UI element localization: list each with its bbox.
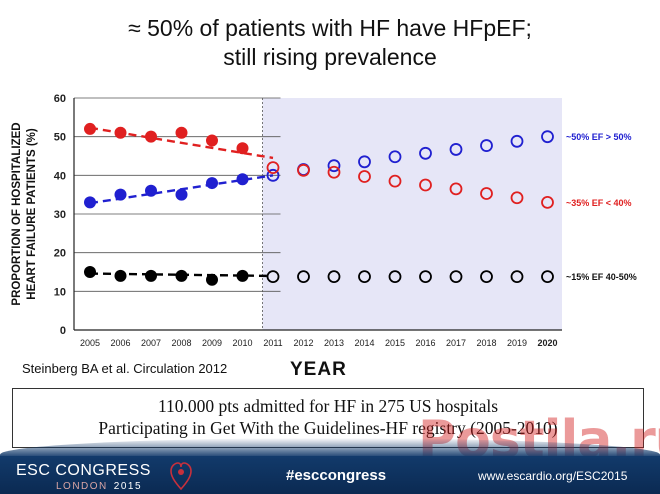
x-tick-label: 2007: [141, 338, 161, 348]
y-tick-label: 20: [54, 248, 66, 260]
x-axis-label: YEAR: [290, 359, 347, 380]
series-label-ef_gt_50: ~50% EF > 50%: [566, 132, 632, 142]
y-axis-label-line-2: HEART FAILURE PATIENTS (%): [26, 128, 38, 300]
y-tick-label: 30: [54, 209, 66, 221]
hashtag: #esccongress: [286, 467, 387, 484]
congress-location: LONDON 2015: [56, 481, 142, 492]
projected-point-ef_40_50: [510, 270, 524, 284]
esc-heart-logo-icon: [170, 462, 192, 491]
slide-title: ≈ 50% of patients with HF have HFpEF; st…: [0, 14, 660, 72]
x-tick-label: 2017: [446, 338, 466, 348]
footer-bar: ESC CONGRESS LONDON 2015 #esccongress www…: [0, 438, 660, 494]
projected-point-ef_gt_50: [266, 168, 280, 182]
observed-point-ef_40_50: [84, 266, 96, 278]
x-tick-label: 2011: [263, 338, 282, 348]
observed-point-ef_gt_50: [175, 188, 188, 201]
x-tick-label: 2018: [476, 338, 496, 348]
esc-congress-brand: ESC CONGRESS: [16, 462, 151, 479]
projected-point-ef_40_50: [449, 270, 463, 284]
title-line-1: ≈ 50% of patients with HF have HFpEF;: [128, 15, 532, 41]
projected-point-ef_40_50: [358, 270, 371, 284]
citation: Steinberg BA et al. Circulation 2012: [22, 361, 228, 376]
projected-point-ef_gt_50: [480, 139, 493, 152]
observed-point-ef_lt_40: [114, 126, 127, 139]
projected-point-ef_40_50: [388, 270, 402, 284]
projected-point-ef_40_50: [480, 270, 493, 284]
observed-point-ef_gt_50: [206, 177, 218, 190]
observed-point-ef_lt_40: [84, 122, 96, 135]
x-tick-label: 2016: [415, 338, 435, 348]
projected-point-ef_lt_40: [266, 161, 280, 174]
series-label-ef_lt_40: ~35% EF < 40%: [566, 198, 632, 208]
projected-point-ef_40_50: [327, 270, 341, 284]
projected-point-ef_gt_50: [327, 159, 341, 173]
projected-point-ef_lt_40: [358, 170, 371, 183]
y-tick-label: 40: [54, 170, 66, 182]
projected-point-ef_lt_40: [541, 196, 554, 209]
observed-point-ef_lt_40: [145, 130, 157, 143]
observed-point-ef_gt_50: [84, 196, 96, 209]
x-tick-label: 2008: [171, 338, 191, 348]
projected-point-ef_lt_40: [480, 187, 493, 200]
projected-point-ef_gt_50: [358, 155, 371, 169]
hf-prevalence-chart: 0 10 20 30 40 50 60 2005 2006 2007 2008 2009 2010 201…: [11, 93, 637, 348]
projection-region: [262, 98, 562, 330]
x-tick-label: 2020: [537, 338, 557, 348]
observed-point-ef_40_50: [236, 269, 249, 282]
projected-point-ef_gt_50: [419, 146, 432, 160]
observed-point-ef_40_50: [175, 269, 188, 282]
info-line-2: Participating in Get With the Guidelines…: [98, 418, 558, 438]
projected-point-ef_lt_40: [510, 191, 524, 205]
y-tick-label: 10: [54, 286, 66, 298]
projected-point-ef_gt_50: [388, 150, 402, 164]
y-tick-label: 0: [60, 325, 66, 337]
x-tick-label: 2005: [80, 338, 100, 348]
projected-point-ef_40_50: [541, 270, 554, 284]
projected-point-ef_gt_50: [541, 130, 554, 144]
congress-year: 2015: [113, 481, 143, 492]
x-tick-label: 2014: [354, 338, 374, 348]
projected-point-ef_40_50: [297, 270, 310, 284]
y-axis-label-line-1: PROPORTION OF HOSPITALIZED: [11, 122, 23, 305]
projected-point-ef_lt_40: [449, 182, 463, 196]
projected-point-ef_lt_40: [327, 165, 341, 179]
observed-point-ef_gt_50: [145, 184, 157, 197]
projected-point-ef_gt_50: [449, 143, 463, 156]
x-tick-label: 2015: [385, 338, 405, 348]
x-tick-label: 2019: [507, 338, 527, 348]
x-tick-label: 2009: [202, 338, 222, 348]
observed-point-ef_gt_50: [236, 173, 249, 186]
info-line-1: 110.000 pts admitted for HF in 275 US ho…: [157, 396, 499, 416]
series-label-ef_40_50: ~15% EF 40-50%: [566, 272, 637, 282]
observed-point-ef_40_50: [145, 269, 157, 282]
observed-point-ef_40_50: [206, 273, 218, 286]
x-tick-label: 2013: [324, 338, 344, 348]
observed-point-ef_40_50: [114, 269, 127, 282]
projected-point-ef_40_50: [419, 270, 432, 284]
y-tick-label: 60: [54, 93, 66, 105]
location-text: LONDON: [56, 481, 108, 492]
projected-point-ef_lt_40: [297, 163, 310, 177]
projected-point-ef_lt_40: [419, 178, 432, 192]
footer-url[interactable]: www.escardio.org/ESC2015: [478, 469, 628, 483]
x-tick-label: 2012: [293, 338, 313, 348]
y-tick-label: 50: [54, 132, 66, 144]
projected-point-ef_lt_40: [388, 174, 402, 188]
observed-point-ef_lt_40: [236, 142, 249, 155]
x-tick-label: 2010: [232, 338, 252, 348]
x-tick-label: 2006: [110, 338, 130, 348]
title-line-2: still rising prevalence: [223, 44, 437, 70]
projected-point-ef_gt_50: [510, 134, 524, 148]
observed-point-ef_lt_40: [206, 134, 218, 147]
projected-point-ef_40_50: [266, 270, 280, 284]
observed-point-ef_gt_50: [114, 188, 127, 201]
observed-point-ef_lt_40: [175, 126, 188, 139]
